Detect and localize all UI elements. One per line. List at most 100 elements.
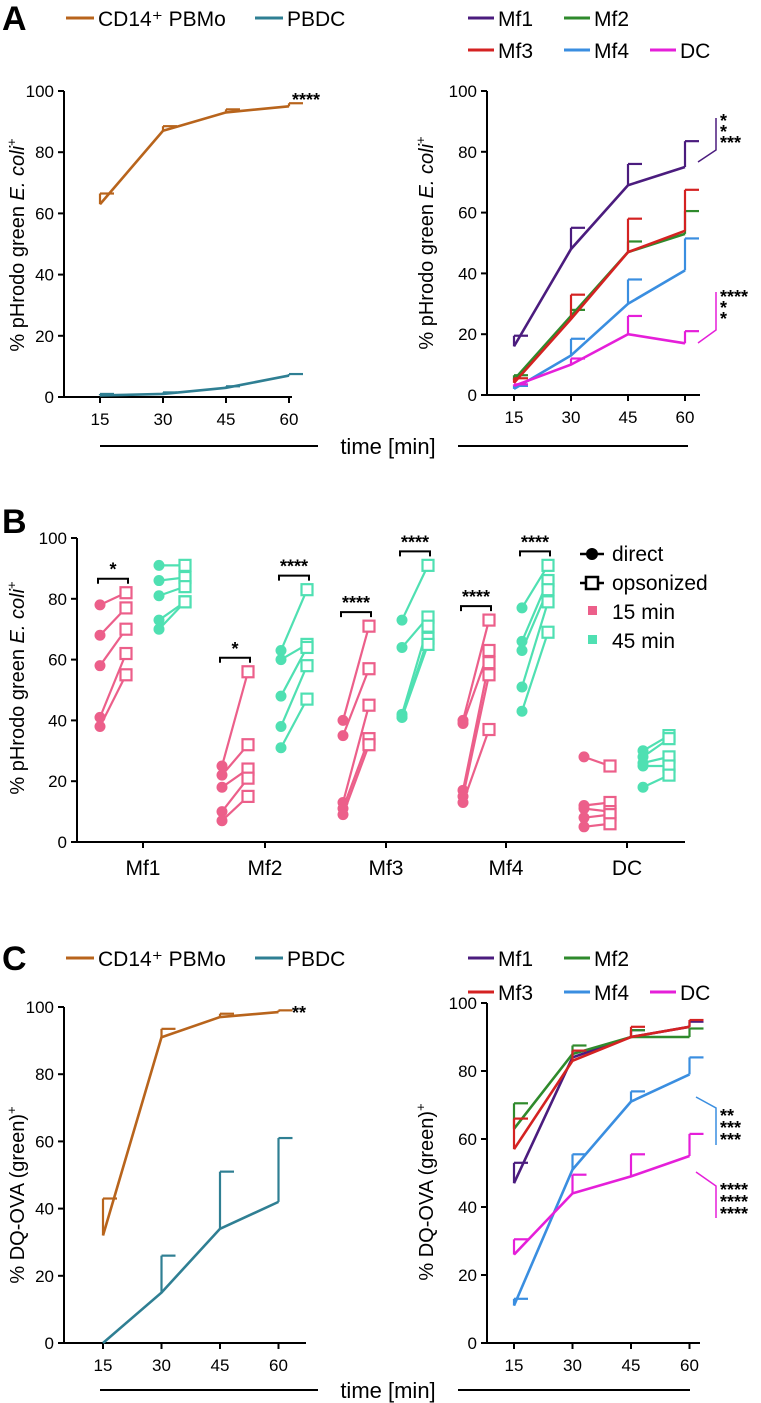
c-right-significance: ****: [720, 1180, 748, 1200]
b-sig-bracket: [399, 550, 431, 557]
c-right-significance: ***: [720, 1130, 741, 1150]
ylabel-a-right-prefix: % pHrodo green: [416, 198, 438, 349]
b-point-direct-mf2-45min: [275, 654, 287, 666]
a-left-y-tick-label: 80: [35, 143, 54, 162]
ylabel-c-right: % DQ-OVA (green)+: [413, 1103, 438, 1280]
ylabel-b-sup: +: [4, 581, 19, 589]
c-right-series-mf4: [512, 1073, 691, 1307]
c-right-significance: **: [720, 1106, 734, 1126]
c-right-series-dc: [513, 1154, 690, 1256]
a-right-series-mf3: [513, 229, 686, 384]
b-pair-line-mf1-15min: [99, 674, 127, 727]
b-point-direct-mf1-45min: [153, 559, 165, 571]
a-left-y-tick-label: 60: [35, 204, 54, 223]
c-left-x-tick-label: 15: [94, 1356, 113, 1375]
b-sig-bracket: [519, 550, 551, 557]
ylabel-c-left: % DQ-OVA (green)+: [4, 1106, 29, 1283]
c-right-y-tick-label: 40: [458, 1198, 477, 1217]
b-significance: ****: [401, 532, 429, 552]
c-right-significance: ***: [720, 1118, 741, 1138]
b-point-opsonized-mf2-15min: [241, 665, 255, 679]
a-left-y-tick-label: 40: [35, 266, 54, 285]
a-right-significance: ***: [720, 133, 741, 153]
ylabel-a-right: % pHrodo green E. coli+: [413, 136, 438, 349]
b-point-opsonized-mf3-15min: [362, 662, 376, 676]
b-point-direct-dc-15min: [578, 812, 590, 824]
legend-label-dc-c: DC: [680, 982, 710, 1005]
c-right-bracket-bottom: [695, 1171, 717, 1218]
a-right-significance: *: [720, 122, 727, 142]
c-right-x-tick-label: 30: [563, 1356, 582, 1375]
b-point-direct-dc-15min: [578, 751, 590, 763]
c-left-series-pbdc: [102, 1200, 280, 1344]
b-point-opsonized-mf2-15min: [241, 789, 255, 804]
ylabel-a-left-italic: E. coli: [7, 145, 29, 200]
b-point-direct-mf2-45min: [275, 720, 287, 732]
b-point-direct-mf3-45min: [396, 711, 408, 723]
ylabel-c-right-sup: +: [413, 1103, 428, 1111]
c-right-x-tick-label: 15: [505, 1356, 524, 1375]
b-point-direct-mf4-45min: [516, 602, 528, 614]
ylabel-a-left-sup: +: [4, 138, 19, 146]
b-pair-line-mf4-45min: [520, 601, 550, 688]
b-point-direct-mf3-15min: [337, 714, 349, 726]
time-label-a: time [min]: [340, 434, 435, 459]
b-pair-line-mf3-45min: [400, 644, 430, 718]
c-left-y-tick-label: 60: [35, 1132, 54, 1151]
c-left-x-tick-label: 45: [211, 1356, 230, 1375]
legend-label-dc-a: DC: [680, 40, 710, 63]
a-right-y-tick-label: 60: [458, 204, 477, 223]
a-left-x-tick-label: 60: [280, 410, 299, 429]
legend-direct-label: direct: [612, 543, 664, 566]
b-point-direct-mf2-15min: [216, 769, 228, 781]
a-right-series-mf2: [513, 232, 686, 381]
ylabel-a-left: % pHrodo green E. coli+: [4, 138, 29, 351]
a-right-series-mf1: [512, 165, 686, 348]
c-left-y-tick-label: 80: [35, 1065, 54, 1084]
c-right-y-tick-label: 100: [449, 994, 477, 1013]
b-point-direct-mf2-15min: [216, 760, 228, 772]
b-sig-bracket: [460, 605, 492, 612]
a-right-x-tick-label: 45: [619, 408, 638, 427]
legend-opsonized-label: opsonized: [612, 572, 708, 595]
b-pair-line-mf2-15min: [220, 671, 250, 767]
b-point-opsonized-mf3-15min: [362, 698, 376, 712]
c-left-y-tick-label: 0: [45, 1334, 54, 1353]
c-right-series-mf2: [512, 1035, 690, 1130]
b-point-direct-dc-45min: [637, 760, 649, 772]
c-right-significance: ****: [720, 1192, 748, 1212]
b-pair-line-mf2-45min: [280, 646, 308, 697]
b-pair-line-mf3-15min: [341, 744, 371, 816]
c-left-y-tick-label: 100: [26, 998, 54, 1017]
c-right-y-tick-label: 0: [468, 1334, 477, 1353]
c-right-significance: ****: [720, 1204, 748, 1224]
legend-45min-marker: [588, 635, 597, 644]
b-point-opsonized-mf4-15min: [482, 668, 496, 682]
b-point-opsonized-mf3-15min: [362, 619, 376, 633]
b-significance: ****: [521, 532, 549, 552]
b-x-tick-label: Mf1: [125, 857, 160, 880]
b-significance: *: [109, 560, 116, 580]
b-point-direct-mf4-15min: [457, 796, 469, 808]
legend-opsonized-marker: [584, 575, 600, 591]
b-point-opsonized-mf1-15min: [119, 601, 133, 615]
ylabel-c-left-sup: +: [4, 1106, 19, 1114]
b-sig-bracket: [97, 577, 129, 584]
b-pair-line-mf1-15min: [98, 653, 128, 718]
a-right-y-tick-label: 40: [458, 264, 477, 283]
a-left-y-tick-label: 0: [45, 388, 54, 407]
b-point-direct-mf3-45min: [396, 614, 408, 626]
b-pair-line-mf2-45min: [279, 665, 309, 727]
b-point-direct-mf2-15min: [216, 815, 228, 827]
b-point-opsonized-mf1-45min: [178, 580, 192, 594]
b-point-direct-mf2-45min: [275, 644, 287, 656]
a-right-bracket-top: [697, 118, 717, 163]
chart-c-left: 0 20 40 60 80 100 15 30 45 60 **: [26, 998, 306, 1375]
b-point-direct-mf2-45min: [275, 690, 287, 702]
ylabel-a-left-prefix: % pHrodo green: [7, 200, 29, 351]
a-left-y-tick-label: 100: [26, 82, 54, 101]
b-y-tick-label: 80: [48, 590, 67, 609]
b-point-opsonized-mf2-45min: [300, 583, 314, 597]
